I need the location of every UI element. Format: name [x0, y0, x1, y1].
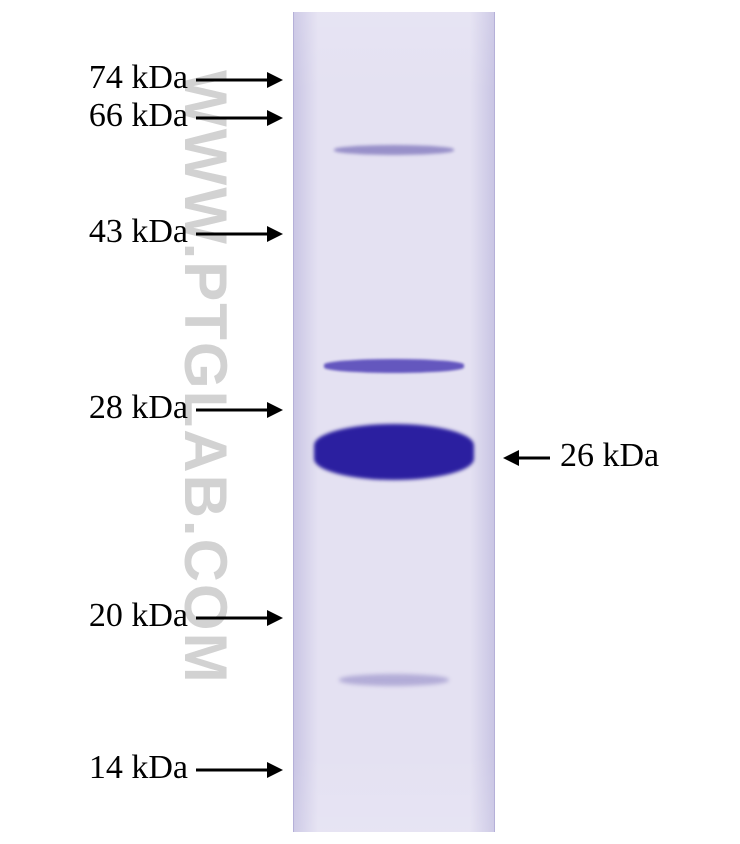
- gel-figure: WWW.PTGLAB.COM74 kDa66 kDa 43 kDa 28 kDa 20…: [0, 0, 740, 844]
- marker-arrow-5: [186, 755, 293, 785]
- gel-lane: [293, 12, 495, 832]
- marker-label-1: 66 kDa: [30, 97, 188, 135]
- target-arrow: [493, 443, 560, 473]
- marker-arrow-4: [186, 603, 293, 633]
- marker-label-5: 14 kDa: [30, 749, 188, 787]
- marker-label-4: 20 kDa: [30, 597, 188, 635]
- protein-band-1: [324, 359, 464, 373]
- marker-label-0: 74 kDa: [30, 59, 188, 97]
- marker-label-2: 43 kDa: [30, 213, 188, 251]
- protein-band-3: [339, 674, 449, 686]
- marker-arrow-3: [186, 395, 293, 425]
- protein-band-0: [334, 145, 454, 155]
- gel-lane-shade: [294, 12, 494, 832]
- marker-arrow-0: [186, 65, 293, 95]
- watermark: WWW.PTGLAB.COM: [171, 70, 240, 685]
- marker-label-3: 28 kDa: [30, 389, 188, 427]
- marker-arrow-1: [186, 103, 293, 133]
- marker-arrow-2: [186, 219, 293, 249]
- protein-band-2: [314, 424, 474, 480]
- target-label: 26 kDa: [560, 437, 659, 475]
